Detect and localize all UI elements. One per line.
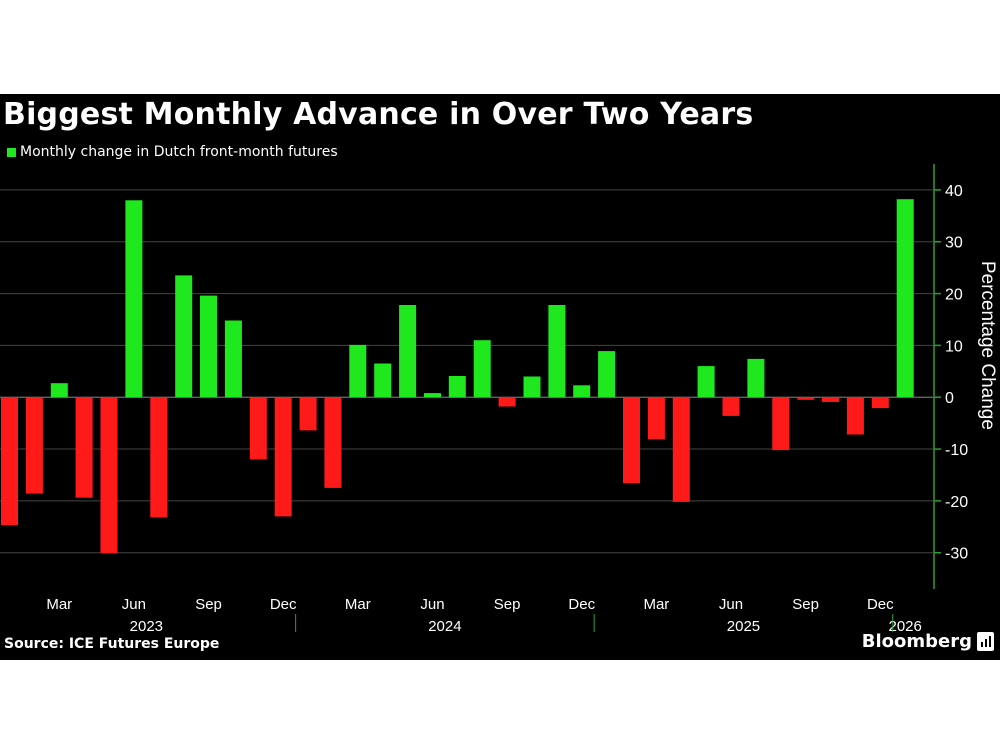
source-note: Source: ICE Futures Europe [4, 636, 220, 652]
y-tick-label: 30 [945, 235, 963, 252]
y-tick-label: -30 [945, 546, 968, 563]
bar [822, 397, 839, 402]
bar [374, 363, 392, 398]
bar [846, 397, 864, 435]
x-tick-label: Sep [195, 596, 222, 613]
bar [647, 397, 665, 440]
bar [498, 397, 516, 407]
legend-label: Monthly change in Dutch front-month futu… [20, 144, 338, 160]
bar [573, 385, 591, 398]
bar [274, 397, 292, 517]
x-year-label: 2026 [888, 618, 921, 635]
y-tick-label: 20 [945, 287, 963, 304]
x-tick-label: Dec [270, 596, 297, 613]
bar [598, 351, 616, 398]
x-year-label: 2024 [428, 618, 461, 635]
x-tick-label: Dec [568, 596, 595, 613]
bar [523, 376, 541, 398]
x-tick-label: Jun [420, 596, 444, 613]
bar [25, 397, 43, 494]
bar [548, 305, 566, 398]
x-tick-label: Mar [643, 596, 669, 613]
bar [50, 383, 68, 398]
bar-chart: 40 30 20 10 0 -10 -20 -30 Percentage Change Mar Ju… [0, 164, 998, 635]
bar [200, 295, 217, 398]
y-tick-label: 40 [945, 183, 963, 200]
bar [896, 199, 914, 398]
x-tick-label: Jun [122, 596, 146, 613]
bar [399, 305, 417, 398]
x-tick-label: Dec [867, 596, 894, 613]
bar [697, 366, 715, 398]
bar [473, 340, 491, 398]
bar [125, 200, 143, 398]
bar [175, 275, 193, 398]
bar [871, 397, 889, 409]
bar [249, 397, 267, 460]
bar [797, 397, 815, 400]
brand-logo-text: Bloomberg [861, 631, 972, 652]
bar [299, 397, 317, 431]
bar [150, 397, 168, 518]
bar [324, 397, 342, 488]
bar [448, 376, 466, 398]
bar [100, 397, 118, 554]
bar [672, 397, 690, 502]
y-tick-label: 10 [945, 338, 963, 355]
y-axis-title: Percentage Change [977, 261, 998, 430]
bar [75, 397, 93, 498]
x-tick-label: Sep [792, 596, 819, 613]
x-year-label: 2023 [130, 618, 163, 635]
y-tick-label: 0 [945, 390, 954, 407]
y-tick-label: -20 [945, 494, 968, 511]
chart-panel: 40 30 20 10 0 -10 -20 -30 Percentage Change Mar Ju… [0, 94, 1000, 660]
y-tick-label: -10 [945, 442, 968, 459]
legend-swatch [7, 147, 16, 157]
x-year-label: 2025 [727, 618, 760, 635]
bar [772, 397, 790, 451]
chart-title: Biggest Monthly Advance in Over Two Year… [3, 97, 754, 132]
legend: Monthly change in Dutch front-month futu… [7, 144, 338, 160]
bar [1, 397, 18, 526]
bar [747, 358, 765, 398]
x-tick-label: Mar [46, 596, 72, 613]
x-tick-label: Mar [345, 596, 371, 613]
bar [722, 397, 740, 416]
bloomberg-chart-icon [977, 632, 994, 651]
bar [424, 393, 441, 398]
x-tick-label: Jun [719, 596, 743, 613]
bar [224, 320, 242, 398]
bar [623, 397, 640, 484]
x-tick-label: Sep [494, 596, 521, 613]
bar [349, 344, 367, 398]
